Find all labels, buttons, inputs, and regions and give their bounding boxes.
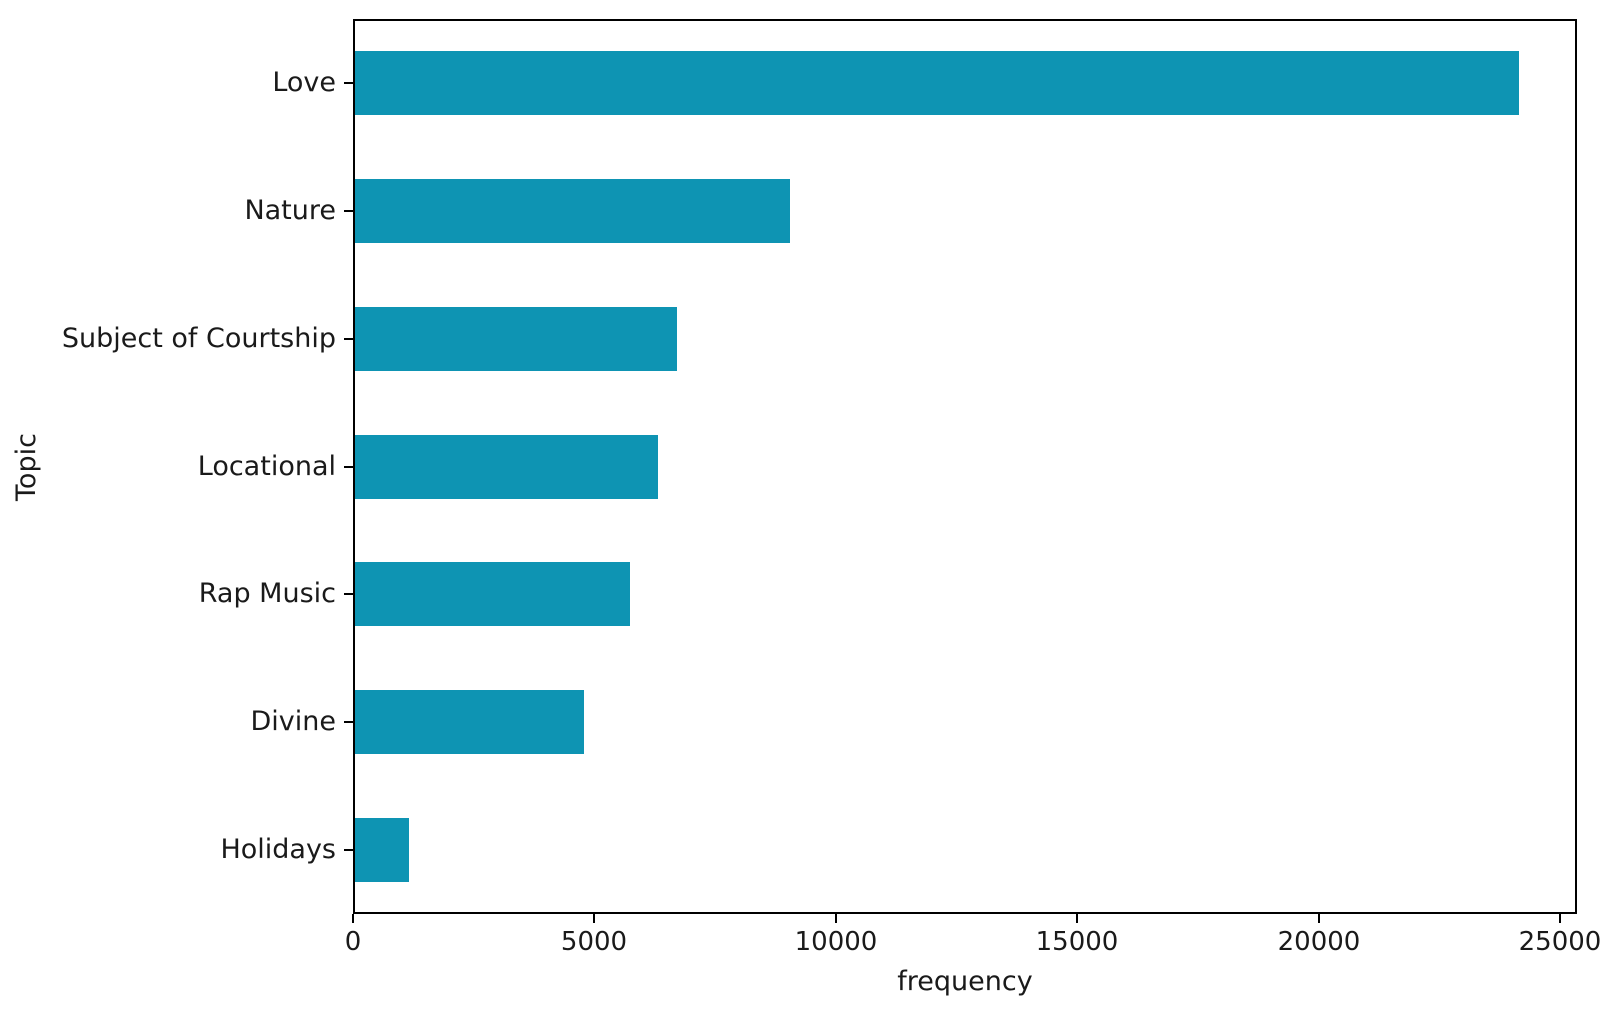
bar-love bbox=[355, 50, 1519, 115]
x-tick-label: 5000 bbox=[560, 927, 628, 957]
y-tick-label: Love bbox=[272, 67, 336, 98]
y-tick-mark bbox=[344, 721, 353, 723]
y-tick-label: Holidays bbox=[220, 834, 336, 865]
y-tick-label: Rap Music bbox=[198, 578, 336, 609]
x-tick-mark bbox=[1076, 914, 1078, 923]
y-tick-mark bbox=[344, 466, 353, 468]
x-tick-mark bbox=[1318, 914, 1320, 923]
plot-area bbox=[353, 19, 1577, 914]
x-tick-mark bbox=[352, 914, 354, 923]
bar-holidays bbox=[355, 818, 409, 883]
y-tick-mark bbox=[344, 338, 353, 340]
x-tick-label: 10000 bbox=[794, 927, 878, 957]
x-tick-mark bbox=[835, 914, 837, 923]
x-tick-label: 25000 bbox=[1518, 927, 1602, 957]
x-axis-label: frequency bbox=[897, 966, 1033, 997]
y-tick-label: Divine bbox=[250, 706, 337, 737]
y-tick-label: Subject of Courtship bbox=[61, 323, 336, 354]
x-tick-label: 20000 bbox=[1277, 927, 1361, 957]
y-tick-mark bbox=[344, 82, 353, 84]
y-tick-label: Locational bbox=[197, 451, 336, 482]
bar-rap-music bbox=[355, 562, 630, 627]
x-tick-mark bbox=[593, 914, 595, 923]
y-tick-mark bbox=[344, 849, 353, 851]
bar-divine bbox=[355, 690, 584, 755]
y-tick-mark bbox=[344, 593, 353, 595]
bar-locational bbox=[355, 434, 658, 499]
x-tick-label: 15000 bbox=[1035, 927, 1119, 957]
x-tick-label: 0 bbox=[344, 927, 362, 957]
bar-subject-of-courtship bbox=[355, 306, 677, 371]
y-tick-mark bbox=[344, 210, 353, 212]
y-tick-label: Nature bbox=[244, 195, 336, 226]
bar-nature bbox=[355, 178, 790, 243]
x-tick-mark bbox=[1559, 914, 1561, 923]
